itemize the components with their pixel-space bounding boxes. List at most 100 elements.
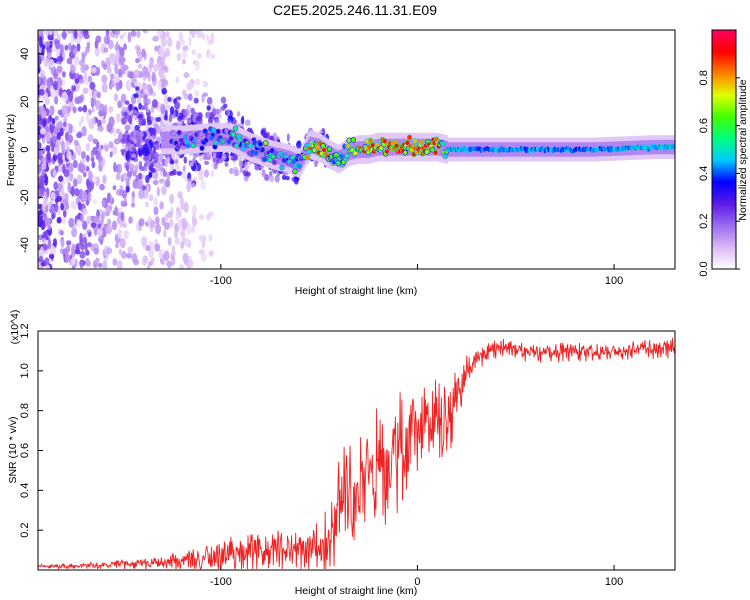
spectrogram-noise-blob <box>46 150 51 161</box>
spectrogram-noise-blob <box>111 145 118 155</box>
spectrogram-noise-blob <box>47 52 52 59</box>
colorbar-gradient <box>712 30 736 269</box>
figure-title: C2E5.2025.246.11.31.E09 <box>273 2 437 18</box>
spectrogram-noise-blob <box>134 164 139 173</box>
spectrogram-halo <box>252 139 255 157</box>
spectrogram-noise-blob <box>85 46 90 54</box>
spectrogram-noise-blob <box>190 107 195 115</box>
spectrogram-noise-blob <box>125 152 131 162</box>
spectrogram-noise-blob <box>93 198 97 205</box>
spectrogram-noise-blob <box>135 174 140 182</box>
colorbar-ticks: 0.0 0.2 0.4 0.6 0.8 <box>698 70 740 277</box>
spectrogram-ridge-point <box>338 153 345 160</box>
spectrogram-noise-blob <box>119 219 124 228</box>
spectrogram-noise-blob <box>115 172 121 181</box>
spectrogram-noise-blob <box>149 62 154 69</box>
spectrogram-noise-blob <box>94 46 100 57</box>
colorbar: 0.0 0.2 0.4 0.6 0.8 Normalized spectral ampl… <box>698 29 749 277</box>
spectrogram-noise-blob <box>50 192 56 200</box>
spectrogram-noise-blob <box>126 171 133 178</box>
spectrogram-noise-blob <box>87 75 93 83</box>
spectrogram-noise-blob <box>128 115 133 125</box>
spectrogram-noise-blob <box>125 178 130 187</box>
spectrogram-noise-blob <box>113 161 117 173</box>
spectrogram-noise-blob <box>74 188 80 197</box>
spectrogram-noise-blob <box>61 30 67 40</box>
spectrogram-noise-blob <box>103 47 109 53</box>
spectrogram-noise-blob <box>158 80 162 91</box>
spectrogram-noise-blob <box>186 181 192 193</box>
spectrogram-noise-blob <box>135 221 140 232</box>
spectrogram-noise-blob <box>96 91 101 99</box>
spectrogram-noise-blob <box>76 174 83 185</box>
spectrogram-noise-blob <box>151 127 157 136</box>
spectrogram-noise-blob <box>195 78 201 86</box>
spectrogram-noise-blob <box>120 63 126 72</box>
spectrogram-noise-blob <box>206 96 213 105</box>
spectrogram-noise-blob <box>38 165 42 175</box>
spectrogram-noise-blob <box>79 232 84 244</box>
spectrogram-noise-blob <box>92 116 96 125</box>
spectrogram-noise-blob <box>61 71 66 78</box>
spectrogram-noise-blob <box>39 255 44 264</box>
spectrogram-noise-blob <box>43 59 49 67</box>
spectrogram-halo <box>164 131 167 149</box>
spectrogram-noise-blob <box>284 175 290 181</box>
spectrogram-y-tick-label: 40 <box>19 48 31 60</box>
spectrogram-noise-blob <box>80 242 85 251</box>
spectrogram-noise-blob <box>151 161 155 168</box>
spectrogram-noise-blob <box>127 134 131 143</box>
spectrogram-noise-blob <box>85 142 91 152</box>
spectrogram-noise-blob <box>113 75 121 83</box>
spectrogram-noise-blob <box>114 93 118 102</box>
spectrogram-noise-blob <box>183 72 189 79</box>
spectrogram-noise-blob <box>56 65 63 73</box>
spectrogram-noise-blob <box>108 105 114 114</box>
spectrogram-noise-blob <box>182 164 186 172</box>
spectrogram-noise-blob <box>41 147 46 155</box>
spectrogram-noise-blob <box>191 225 196 233</box>
spectrogram-ridge-point <box>230 131 237 138</box>
spectrogram-noise-blob <box>98 262 103 268</box>
spectrogram-noise-blob <box>126 252 132 259</box>
spectrogram-noise-blob <box>76 132 83 139</box>
spectrogram-noise-blob <box>63 121 67 127</box>
spectrogram-noise-blob <box>133 258 139 266</box>
spectrogram-noise-blob <box>198 249 205 255</box>
spectrogram-noise-blob <box>138 117 144 127</box>
spectrogram-noise-blob <box>123 43 127 51</box>
spectrogram-halo <box>186 131 189 148</box>
spectrogram-noise-blob <box>195 115 202 122</box>
spectrogram-noise-blob <box>95 35 102 44</box>
spectrogram-noise-blob <box>158 46 165 56</box>
snr-y-tick-label: 1.0 <box>19 363 31 378</box>
spectrogram-noise-blob <box>57 84 62 90</box>
spectrogram-noise-blob <box>101 82 108 93</box>
spectrogram-noise-blob <box>70 64 76 74</box>
spectrogram-noise-blob <box>163 229 167 238</box>
spectrogram-noise-blob <box>154 143 160 150</box>
spectrogram-noise-blob <box>145 160 151 167</box>
spectrogram-noise-blob <box>53 80 58 89</box>
spectrogram-noise-blob <box>54 39 61 50</box>
spectrogram-noise-blob <box>229 167 234 175</box>
spectrogram-noise-blob <box>106 122 112 133</box>
spectrogram-ridge-point <box>247 142 254 149</box>
spectrogram-noise-blob <box>140 89 144 95</box>
spectrogram-noise-blob <box>99 239 104 245</box>
spectrogram-noise-blob <box>99 183 105 191</box>
spectrogram-noise-blob <box>106 192 111 204</box>
spectrogram-noise-blob <box>151 71 156 83</box>
spectrogram-noise-blob <box>208 250 214 256</box>
spectrogram-noise-blob <box>100 213 104 225</box>
spectrogram-noise-blob <box>45 40 51 47</box>
spectrogram-noise-blob <box>120 211 125 222</box>
spectrogram-noise-blob <box>165 47 171 58</box>
spectrogram-noise-blob <box>177 219 183 229</box>
spectrogram-noise-blob <box>128 71 135 79</box>
spectrogram-halo <box>165 131 168 149</box>
spectrogram-noise-blob <box>174 101 181 110</box>
spectrogram-noise-blob <box>86 260 92 267</box>
spectrogram-noise-blob <box>155 163 160 172</box>
spectrogram-noise-blob <box>171 245 176 255</box>
